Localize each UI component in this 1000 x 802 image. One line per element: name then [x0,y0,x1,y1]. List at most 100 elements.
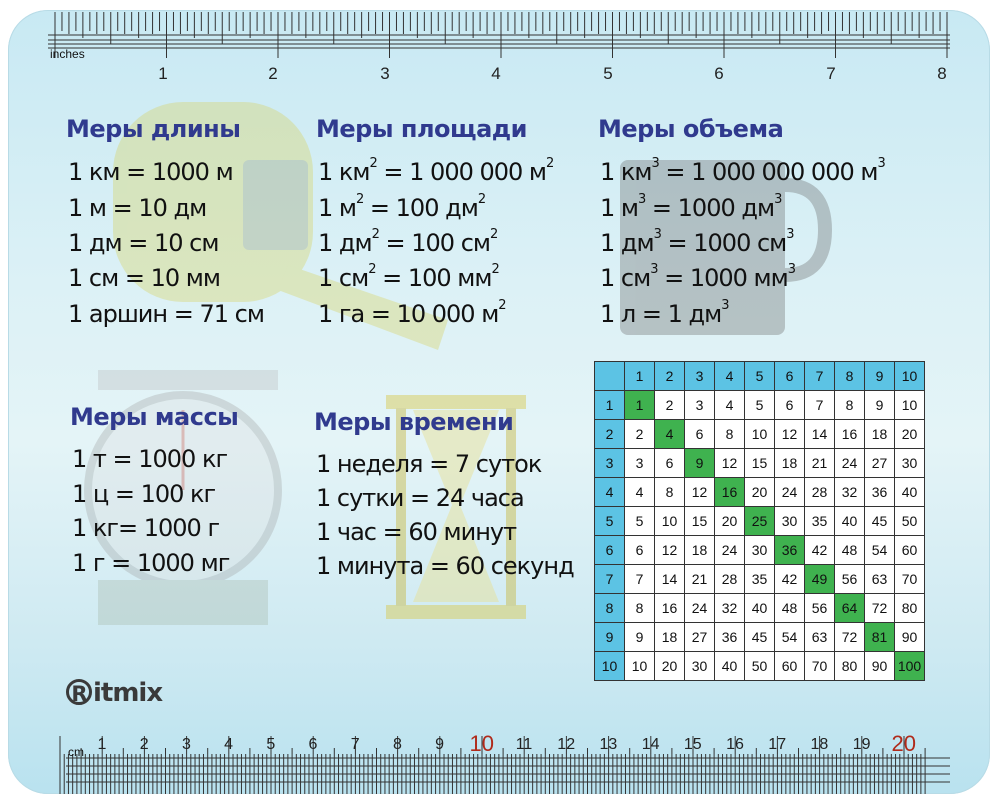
table-cell: 63 [804,622,835,652]
table-cell: 48 [834,535,865,565]
table-cell: 24 [684,593,715,623]
table-cell: 54 [774,622,805,652]
mass-line: 1 т = 1000 кг [72,445,228,473]
table-row: 3 3 6 9 12 15 18 21 24 27 30 [594,448,925,478]
cm-number: 3 [181,736,191,753]
inch-number: 8 [937,64,947,83]
table-cell: 6 [624,535,655,565]
table-cell: 63 [864,564,895,594]
cm-number: 17 [768,736,787,753]
table-cell: 12 [654,535,685,565]
table-row: 8 8 16 24 32 40 48 56 64 72 80 [594,593,925,623]
table-cell: 18 [864,419,895,449]
table-cell: 36 [864,477,895,507]
table-cell: 45 [744,622,775,652]
table-cell: 12 [714,448,745,478]
area-line: 1 га = 10 000 м2 [318,298,507,328]
mass-line: 1 г = 1000 мг [72,549,230,577]
table-cell: 40 [714,651,745,681]
table-cell: 6 [774,390,805,420]
table-cell: 30 [684,651,715,681]
table-cell: 30 [894,448,925,478]
table-cell: 60 [774,651,805,681]
table-cell: 18 [654,622,685,652]
table-square-cell: 16 [714,477,745,507]
table-square-cell: 1 [624,390,655,420]
table-cell: 9 [624,622,655,652]
cm-number: 14 [641,736,660,753]
multiplication-table: 1 2 3 4 5 6 7 8 9 10 1 1 2 3 4 5 6 7 8 9 10 2 2 4 6 8 10 12 14 16 18 20… [594,361,925,681]
table-cell: 35 [744,564,775,594]
table-column-header: 2 [654,361,685,391]
table-cell: 20 [714,506,745,536]
cm-number: 19 [852,736,871,753]
table-cell: 8 [624,593,655,623]
table-cell: 50 [744,651,775,681]
table-cell: 7 [804,390,835,420]
table-square-cell: 36 [774,535,805,565]
time-line: 1 час = 60 минут [316,518,517,546]
table-cell: 8 [654,477,685,507]
table-cell: 32 [834,477,865,507]
table-square-cell: 4 [654,419,685,449]
mass-line: 1 кг= 1000 г [72,514,220,542]
table-cell: 70 [894,564,925,594]
table-cell: 48 [774,593,805,623]
table-corner-cell [594,361,625,391]
table-cell: 15 [744,448,775,478]
mass-measures-title: Меры массы [70,403,239,431]
table-cell: 16 [834,419,865,449]
mass-line: 1 ц = 100 кг [72,480,216,508]
area-line: 1 км2 = 1 000 000 м2 [318,156,554,186]
inch-number: 3 [380,64,390,83]
volume-line: 1 см3 = 1000 мм3 [600,262,796,292]
table-cell: 40 [744,593,775,623]
table-cell: 80 [894,593,925,623]
inch-ruler-ticks [48,12,950,58]
table-cell: 56 [804,593,835,623]
table-cell: 21 [804,448,835,478]
table-cell: 10 [894,390,925,420]
area-line: 1 см2 = 100 мм2 [318,262,500,292]
time-measures-title: Меры времени [314,408,514,436]
cm-label: cm [68,745,84,759]
cm-number: 9 [435,736,445,753]
table-row: 5 5 10 15 20 25 30 35 40 45 50 [594,506,925,536]
table-cell: 10 [624,651,655,681]
table-cell: 60 [894,535,925,565]
table-cell: 56 [834,564,865,594]
table-cell: 8 [834,390,865,420]
length-line: 1 дм = 10 см [68,229,219,257]
cm-number: 18 [810,736,829,753]
cm-number: 1 [97,736,107,753]
table-cell: 5 [744,390,775,420]
table-square-cell: 100 [894,651,925,681]
cm-number: 5 [266,736,276,753]
area-measures-title: Меры площади [316,115,527,143]
cm-number: 11 [515,736,533,753]
length-line: 1 см = 10 мм [68,264,221,292]
table-column-header: 8 [834,361,865,391]
cm-number: 16 [726,736,744,753]
table-cell: 4 [624,477,655,507]
volume-line: 1 дм3 = 1000 см3 [600,227,795,257]
table-cell: 3 [624,448,655,478]
table-square-cell: 9 [684,448,715,478]
table-cell: 72 [834,622,865,652]
table-cell: 4 [714,390,745,420]
table-cell: 10 [744,419,775,449]
table-cell: 28 [804,477,835,507]
table-row: 2 2 4 6 8 10 12 14 16 18 20 [594,419,925,449]
table-cell: 18 [684,535,715,565]
length-measures-title: Меры длины [66,115,241,143]
inch-number: 7 [826,64,836,83]
scale-illustration [84,370,282,625]
table-cell: 36 [714,622,745,652]
table-row: 1 1 2 3 4 5 6 7 8 9 10 [594,390,925,420]
area-line: 1 м2 = 100 дм2 [318,192,486,222]
table-cell: 18 [774,448,805,478]
table-row-header: 5 [594,506,625,536]
table-square-cell: 25 [744,506,775,536]
table-row: 7 7 14 21 28 35 42 49 56 63 70 [594,564,925,594]
table-cell: 6 [654,448,685,478]
